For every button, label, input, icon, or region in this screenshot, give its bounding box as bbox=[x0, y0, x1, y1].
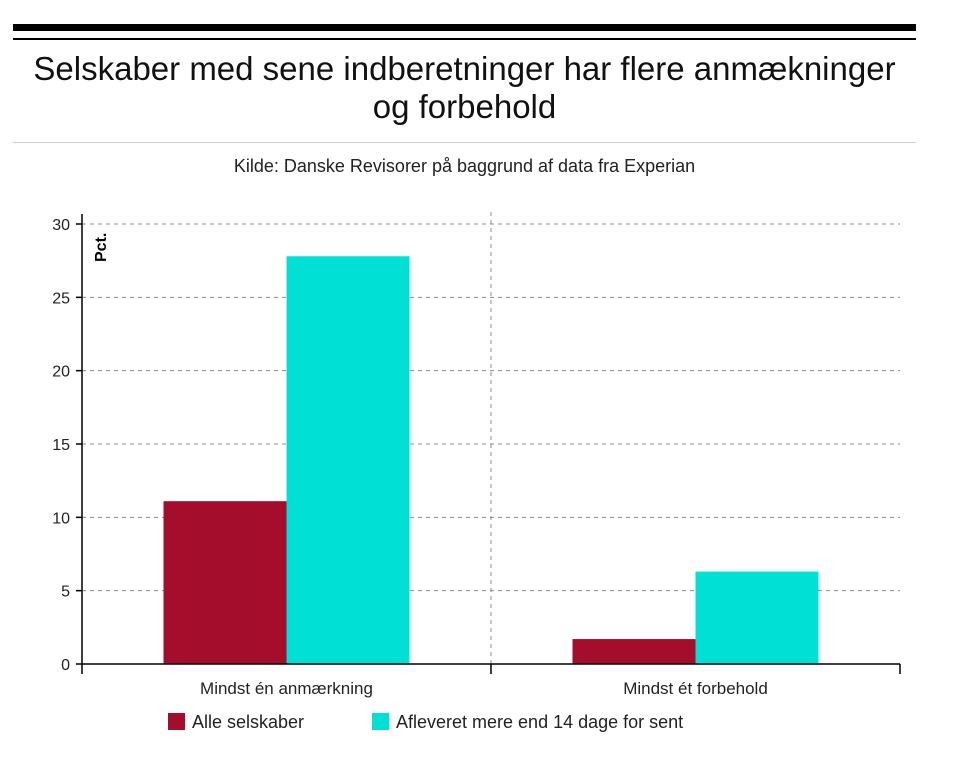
bar bbox=[286, 256, 410, 664]
legend: Alle selskaber Afleveret mere end 14 dage… bbox=[168, 712, 683, 732]
header-rule-thin bbox=[13, 38, 916, 40]
y-tick-label: 25 bbox=[52, 290, 70, 307]
axis-layer: 0 5 10 15 20 25 30 Mindst én anmærkning Mindst é… bbox=[52, 214, 901, 698]
legend-label: Alle selskaber bbox=[192, 712, 304, 732]
legend-label: Afleveret mere end 14 dage for sent bbox=[396, 712, 683, 732]
legend-swatch bbox=[372, 713, 389, 730]
title-separator bbox=[13, 142, 916, 143]
bar bbox=[572, 639, 696, 664]
header-rule-thick bbox=[13, 24, 916, 31]
bar bbox=[163, 501, 287, 664]
chart-subtitle: Kilde: Danske Revisorer på baggrund af d… bbox=[233, 156, 696, 176]
legend-swatch bbox=[168, 713, 185, 730]
chart-title: Selskaber med sene indberetninger har fl… bbox=[33, 50, 896, 125]
y-tick-label: 30 bbox=[52, 217, 70, 234]
bar-layer bbox=[163, 256, 819, 664]
y-tick-label: 5 bbox=[61, 584, 70, 601]
x-category-label: Mindst ét forbehold bbox=[623, 679, 768, 698]
y-tick-label: 0 bbox=[61, 657, 70, 674]
y-axis-title: Pct. bbox=[93, 233, 110, 262]
y-tick-label: 10 bbox=[52, 510, 70, 527]
x-category-label: Mindst én anmærkning bbox=[200, 679, 373, 698]
y-tick-label: 15 bbox=[52, 437, 70, 454]
y-tick-label: 20 bbox=[52, 364, 70, 381]
bar bbox=[695, 571, 819, 664]
